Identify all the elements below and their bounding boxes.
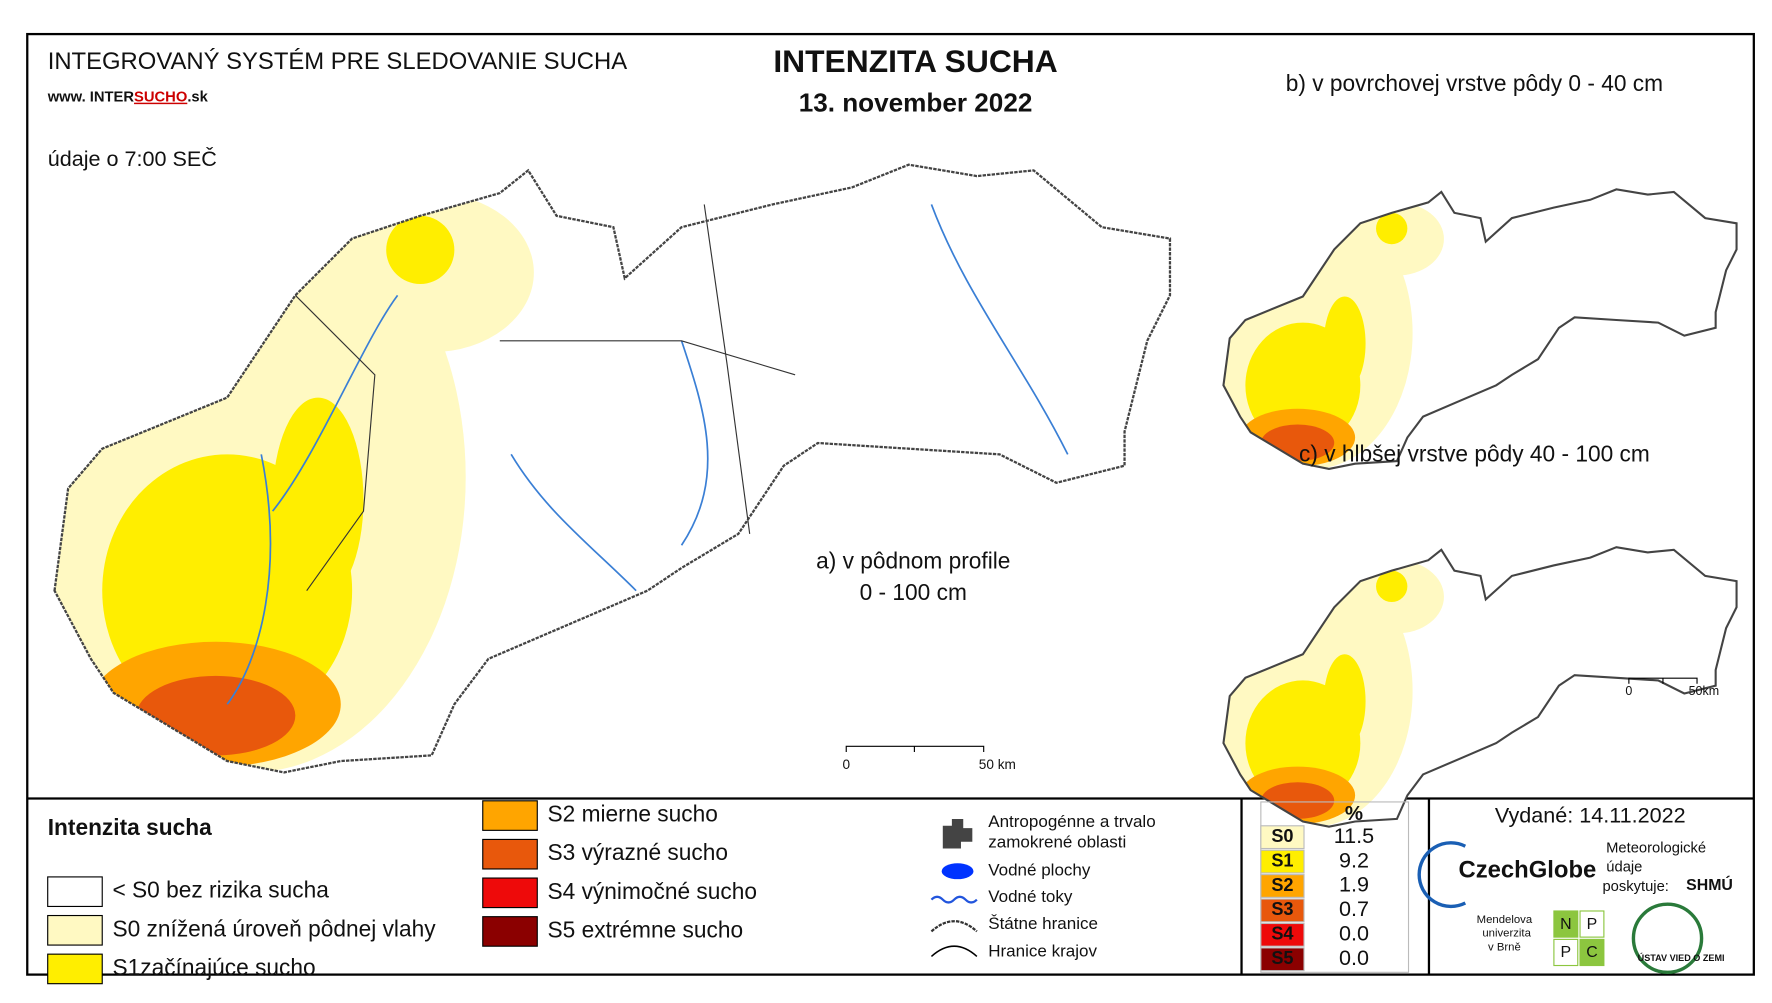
uvz-ring — [1631, 902, 1704, 975]
scale-end: 50 km — [979, 757, 1016, 772]
scale-end: 50km — [1689, 684, 1720, 698]
stats-class-cell — [1260, 898, 1305, 923]
symbol-legend: Antropogénne a trvalo zamokrené oblasti … — [930, 812, 1156, 960]
stats-class: S2 — [1271, 875, 1293, 895]
frame — [26, 32, 1755, 976]
scale-start: 0 — [1625, 684, 1632, 698]
river-label: Vodné toky — [988, 887, 1073, 906]
mendel: univerzita — [1482, 928, 1531, 940]
stats-class-cell — [1260, 825, 1305, 850]
map-c-label: c) v hlbšej vrstve pôdy 40 - 100 cm — [1299, 440, 1650, 466]
web-highlight: SUCHO — [134, 90, 187, 106]
web-suffix: .sk — [187, 90, 208, 106]
uvz: ÚSTAV VIED O ZEMI — [1638, 952, 1725, 963]
meteo: údaje — [1606, 860, 1642, 876]
legend-swatch — [47, 914, 103, 946]
legend-label: S4 výnimočné sucho — [548, 878, 757, 904]
map-c — [1222, 546, 1738, 828]
stats-value: 0.7 — [1339, 896, 1369, 921]
region-icon — [930, 945, 978, 957]
date: 13. november 2022 — [799, 87, 1033, 117]
legend-label: S1začínajúce sucho — [112, 954, 315, 980]
stats-value: 0.0 — [1339, 945, 1369, 970]
scale-bar — [1628, 677, 1698, 684]
rivers — [226, 204, 1069, 705]
stats-header: % — [1345, 802, 1363, 825]
web-prefix: www. INTER — [47, 90, 135, 106]
stats-class: S5 — [1271, 948, 1293, 968]
stats-value: 11.5 — [1334, 823, 1374, 848]
stats-class: S4 — [1271, 924, 1293, 944]
title: INTENZITA SUCHA — [773, 43, 1057, 79]
scale-bar — [845, 745, 985, 752]
legend-swatch — [482, 916, 538, 947]
urban-label: Antropogénne a trvalo — [988, 812, 1155, 831]
legend-label: S3 výrazné sucho — [548, 839, 728, 865]
nppc-letter: P — [1587, 916, 1598, 933]
stats-class: S0 — [1271, 826, 1293, 846]
nppc-cell — [1553, 938, 1579, 967]
stats-class: S1 — [1271, 850, 1293, 870]
shmu: SHMÚ — [1686, 875, 1733, 894]
stats-table: % S0 11.5 S1 9.2 S2 1.9 S3 0.7 S4 0.0 S5 0.0 — [1260, 801, 1410, 973]
scale-start: 0 — [842, 757, 850, 772]
border-icon — [930, 920, 978, 933]
nppc-logo: N PP C — [1553, 910, 1605, 967]
legend-swatch — [482, 800, 538, 831]
region-label: Hranice krajov — [988, 941, 1097, 960]
issued: Vydané: 14.11.2022 — [1495, 802, 1686, 827]
stats-value: 0.0 — [1339, 921, 1369, 946]
legend-swatch — [482, 877, 538, 909]
stats-class-cell — [1260, 947, 1305, 972]
nppc-letter: P — [1561, 944, 1572, 961]
mendel: v Brně — [1488, 941, 1521, 953]
nppc-letter: N — [1560, 916, 1571, 933]
stats-class-cell — [1260, 874, 1305, 898]
legend-title: Intenzita sucha — [48, 814, 212, 840]
mendel: Mendelova — [1477, 914, 1533, 926]
legend-label: S2 mierne sucho — [548, 801, 718, 827]
legend-label: < S0 bez rizika sucha — [112, 877, 329, 903]
map-b — [1222, 188, 1738, 470]
stats-class-cell — [1260, 922, 1305, 947]
legend-swatch — [482, 838, 538, 870]
map-a-depth: 0 - 100 cm — [860, 579, 967, 605]
meteo: Meteorologické — [1606, 840, 1706, 856]
czechglobe-swoosh — [1417, 841, 1467, 909]
system-name: INTEGROVANÝ SYSTÉM PRE SLEDOVANIE SUCHA — [48, 48, 628, 75]
nppc-letter: C — [1586, 944, 1597, 961]
water-icon — [941, 863, 974, 880]
legend-label: S0 znížená úroveň pôdnej vlahy — [112, 915, 436, 941]
czechglobe: CzechGlobe — [1458, 857, 1596, 884]
website: www. INTERSUCHO.sk — [47, 90, 209, 106]
nppc-cell — [1579, 938, 1605, 967]
map-b-label: b) v povrchovej vrstve pôdy 0 - 40 cm — [1286, 70, 1663, 96]
border-label: Štátne hranice — [988, 914, 1098, 933]
time-note: údaje o 7:00 SEČ — [48, 146, 217, 171]
urban-icon — [942, 818, 973, 849]
map-a: a) v pôdnom profile 0 - 100 cm 0 50 km — [53, 163, 1172, 774]
urban-label: zamokrené oblasti — [988, 832, 1126, 851]
nppc-cell — [1579, 910, 1605, 938]
region-borders — [294, 204, 796, 591]
nppc-cell — [1553, 910, 1579, 938]
map-a-label: a) v pôdnom profile — [816, 547, 1010, 573]
logos: CzechGlobe Meteorologické údaje poskytuj… — [1417, 840, 1733, 975]
legend-label: S5 extrémne sucho — [548, 916, 744, 942]
legend-swatch — [47, 876, 103, 908]
stats-class: S3 — [1271, 899, 1293, 919]
legend: < S0 bez rizika sucha S0 znížená úroveň p… — [47, 800, 757, 985]
meteo: poskytuje: — [1602, 879, 1668, 895]
stats-value: 1.9 — [1339, 872, 1369, 897]
stats-class-cell — [1260, 849, 1305, 874]
river-icon — [930, 895, 978, 904]
water-label: Vodné plochy — [988, 861, 1091, 880]
stats-value: 9.2 — [1339, 847, 1369, 872]
legend-swatch — [47, 953, 103, 985]
